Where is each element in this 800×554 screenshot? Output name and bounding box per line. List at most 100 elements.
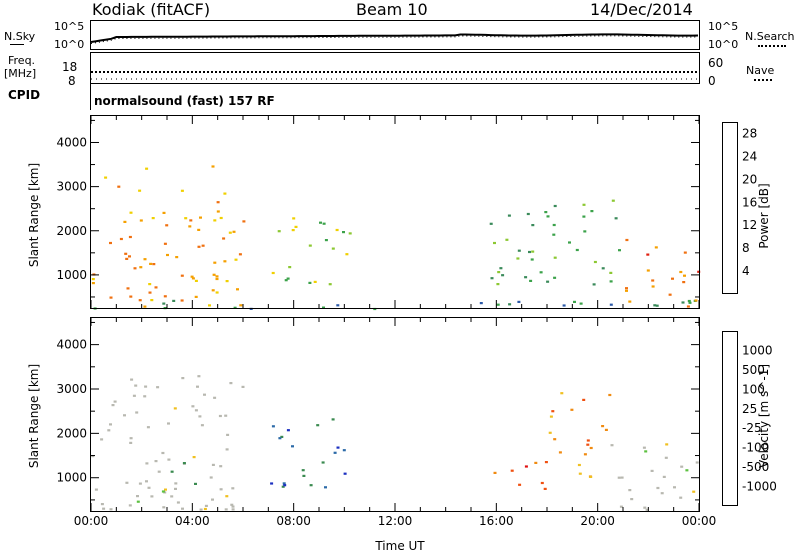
echo-cell: [617, 476, 621, 479]
noise-left-tick-low: 10^0: [54, 38, 85, 51]
echo-cell: [505, 238, 509, 241]
echo-cell: [126, 287, 130, 290]
echo-cell: [180, 274, 184, 277]
echo-cell: [109, 296, 113, 299]
echo-cell: [490, 277, 494, 280]
echo-cell: [697, 270, 701, 273]
echo-cell: [496, 303, 500, 306]
echo-cell: [203, 507, 207, 511]
echo-cell: [518, 483, 522, 486]
echo-cell: [582, 215, 586, 218]
echo-cell: [167, 422, 170, 425]
echo-cell: [333, 451, 337, 454]
colorbar-frame: [722, 331, 738, 506]
y-tick-label: 1000: [56, 471, 87, 485]
echo-cell: [125, 257, 129, 260]
echo-cell: [165, 224, 169, 227]
echo-cell: [544, 461, 548, 464]
power-colorbar-label: Power [dB]: [757, 183, 771, 248]
echo-cell: [625, 238, 629, 242]
echo-cell: [145, 480, 148, 483]
echo-cell: [150, 299, 154, 302]
echo-cell: [526, 212, 530, 216]
echo-cell: [508, 303, 512, 306]
echo-cell: [625, 287, 628, 290]
echo-cell: [601, 267, 605, 270]
echo-region-5: [610, 443, 699, 511]
echo-cell: [609, 280, 613, 283]
echo-cell: [130, 378, 134, 381]
echo-cell: [224, 414, 228, 417]
echo-cell: [517, 249, 521, 252]
echo-cell: [129, 441, 133, 444]
echo-cell: [132, 394, 136, 397]
colorbar-tick-label: 500: [742, 363, 765, 377]
velocity-x-axis: 00:00 04:00 08:00 12:00 16:00 20:00 00:00: [74, 318, 717, 528]
echo-cell: [175, 256, 179, 259]
colorbar-frame: [722, 122, 738, 294]
echo-cell: [91, 278, 95, 281]
x-tick-label: 00:00: [682, 514, 717, 528]
station-title: Kodiak (fitACF): [92, 0, 211, 19]
echo-cell: [583, 230, 587, 233]
echo-cell: [113, 400, 117, 403]
echo-cell: [139, 219, 143, 222]
echo-cell: [129, 437, 133, 440]
echo-cell: [610, 444, 614, 447]
echo-cell: [336, 304, 340, 307]
echo-cell: [277, 230, 281, 233]
echo-cell: [123, 220, 127, 223]
echo-cell: [589, 475, 593, 478]
power-frame: [90, 115, 700, 309]
echo-cell: [685, 469, 689, 472]
echo-cell: [146, 426, 150, 429]
echo-cell: [531, 224, 535, 227]
echo-region-4: [625, 238, 701, 308]
colorbar-tick-label: 8: [742, 241, 750, 255]
echo-cell: [654, 246, 658, 249]
echo-cell: [552, 223, 556, 227]
echo-cell: [534, 461, 538, 464]
echo-cell: [501, 274, 505, 277]
echo-cell: [578, 472, 582, 475]
echo-cell: [242, 220, 246, 223]
echo-cell: [656, 486, 660, 490]
echo-cell: [322, 306, 325, 309]
echo-cell: [109, 423, 112, 426]
echo-cell: [143, 258, 147, 261]
echo-cell: [579, 302, 583, 305]
echo-cell: [540, 481, 544, 485]
echo-cell: [212, 273, 216, 276]
echo-cell: [208, 304, 211, 307]
echo-cell: [562, 304, 566, 307]
echo-cell: [102, 507, 106, 510]
echo-cell: [231, 487, 235, 490]
echo-region-2: [270, 418, 347, 489]
echo-region-1: [161, 458, 197, 493]
echo-cell: [322, 222, 326, 225]
echo-cell: [604, 428, 608, 431]
echo-cell: [211, 498, 214, 501]
echo-cell: [593, 260, 597, 264]
echo-cell: [548, 431, 552, 434]
echo-cell: [553, 256, 557, 259]
echo-cell: [582, 398, 586, 401]
noise-sky-series: [90, 33, 699, 43]
noise-sky-legend-line: [10, 44, 24, 45]
echo-cell: [199, 508, 203, 511]
echo-cell: [109, 241, 112, 245]
echo-cell: [489, 222, 493, 225]
colorbar-tick-label: 24: [742, 149, 757, 163]
echo-cell: [688, 301, 692, 304]
nave-label: Nave: [746, 64, 775, 77]
y-tick-label: 3000: [56, 382, 87, 396]
echo-cell: [592, 283, 596, 286]
echo-cell: [218, 414, 222, 418]
power-y-axis-label: Slant Range [km]: [27, 163, 41, 267]
echo-cell: [170, 495, 174, 498]
echo-cell: [543, 487, 547, 490]
date-title: 14/Dec/2014: [590, 0, 693, 19]
echo-cell: [479, 302, 483, 305]
echo-cell: [309, 484, 313, 487]
echo-cell: [133, 267, 137, 270]
